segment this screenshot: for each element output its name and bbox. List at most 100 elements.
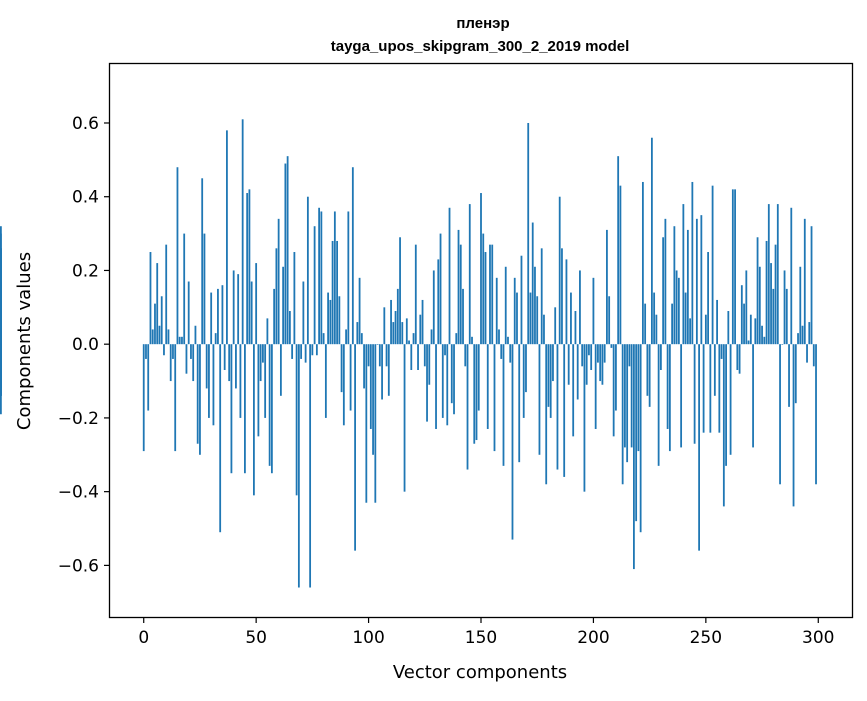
bar	[794, 344, 797, 404]
bar	[725, 344, 727, 466]
bar	[610, 344, 613, 348]
bar	[295, 344, 298, 496]
bar	[583, 344, 586, 492]
bar	[808, 322, 811, 345]
bar	[338, 296, 341, 345]
bar	[556, 344, 559, 470]
bar	[156, 263, 159, 345]
bar	[783, 270, 786, 345]
bar	[630, 344, 633, 448]
bar	[776, 204, 779, 345]
bar	[401, 322, 404, 345]
bar	[612, 344, 615, 437]
bar	[365, 344, 368, 503]
bar	[212, 344, 215, 426]
bar	[713, 344, 716, 396]
bar	[282, 266, 285, 345]
bar	[745, 270, 748, 345]
bar	[237, 274, 240, 345]
bar	[493, 344, 496, 452]
bar	[421, 299, 424, 345]
bar	[477, 344, 480, 411]
bar	[253, 344, 255, 496]
y-tick-label: −0.6	[58, 556, 99, 576]
bar	[199, 344, 201, 455]
bar	[248, 189, 251, 345]
bar	[273, 288, 276, 345]
bar	[0, 344, 2, 396]
bar	[648, 344, 651, 407]
bar	[635, 344, 638, 522]
bar	[462, 288, 464, 345]
bar	[246, 193, 249, 345]
bar	[680, 344, 683, 448]
bar	[448, 207, 451, 345]
bar	[601, 344, 604, 385]
bar	[405, 318, 408, 345]
bar	[320, 211, 323, 345]
bar	[223, 344, 226, 370]
bar	[572, 344, 575, 437]
x-tick-label: 300	[802, 628, 834, 648]
bar	[790, 207, 793, 345]
bar	[767, 204, 770, 345]
bar	[142, 344, 145, 452]
bar	[378, 344, 381, 367]
bar	[214, 333, 217, 345]
bar	[203, 233, 206, 345]
bar	[324, 344, 327, 418]
bar	[194, 325, 197, 345]
bar	[297, 344, 300, 588]
bar	[208, 344, 210, 418]
bar	[392, 322, 395, 345]
bar	[812, 344, 815, 367]
bar	[345, 329, 347, 345]
bar	[262, 344, 264, 363]
bar	[740, 285, 743, 345]
bar	[695, 218, 698, 345]
bar	[475, 344, 478, 441]
bar	[466, 344, 469, 470]
bar	[522, 344, 525, 418]
bar	[190, 344, 192, 359]
bar	[752, 344, 754, 448]
bar	[169, 344, 172, 382]
y-tick-label: −0.2	[58, 409, 99, 429]
bar	[716, 299, 718, 345]
bar	[336, 240, 338, 345]
bar	[244, 344, 246, 474]
bar	[495, 277, 498, 345]
bar	[239, 344, 242, 418]
bar	[232, 270, 235, 345]
bar	[394, 311, 397, 345]
bar	[513, 277, 516, 345]
bar	[662, 237, 665, 345]
bar	[257, 344, 260, 437]
bar	[178, 336, 181, 345]
bar	[803, 218, 806, 345]
bar	[806, 344, 808, 363]
bar	[347, 211, 350, 345]
bar	[650, 137, 653, 345]
chart-title: пленэр	[456, 15, 509, 32]
bar	[671, 303, 674, 345]
bar	[626, 344, 629, 463]
bar	[455, 333, 458, 345]
bar	[507, 336, 509, 345]
bar	[374, 344, 377, 503]
bar	[797, 333, 799, 345]
bar	[363, 344, 365, 389]
x-axis-label: Vector components	[393, 662, 567, 683]
bar	[468, 204, 471, 345]
bar	[351, 167, 354, 345]
bar	[785, 288, 788, 345]
bar	[383, 307, 386, 345]
bar	[511, 344, 514, 540]
bar	[181, 336, 183, 345]
bar	[437, 259, 440, 345]
bar	[196, 344, 199, 444]
bar	[621, 344, 624, 485]
bar	[711, 185, 714, 345]
y-tick-label: 0.2	[72, 261, 99, 281]
bar	[340, 344, 343, 393]
